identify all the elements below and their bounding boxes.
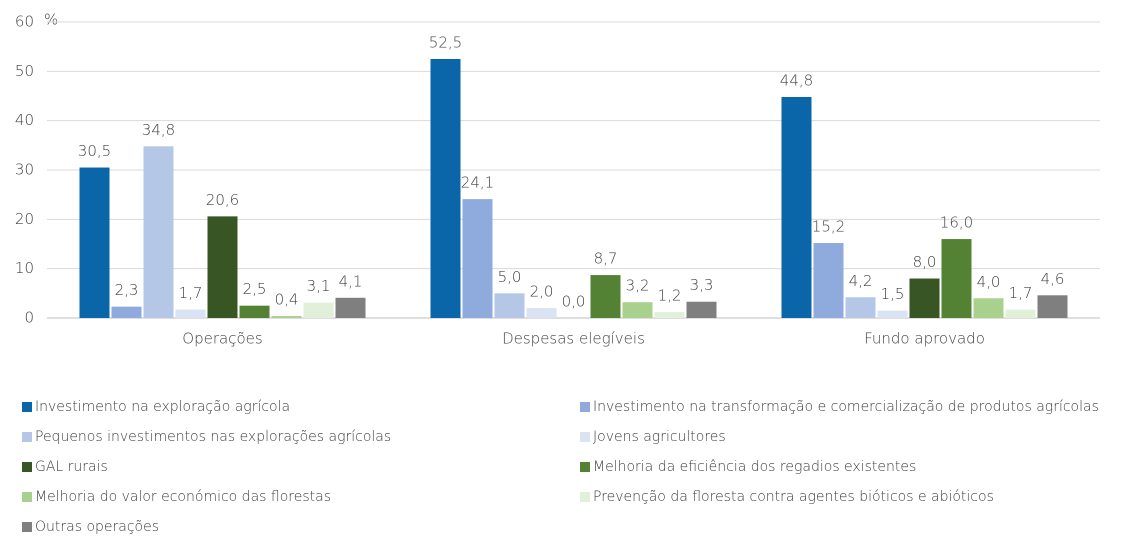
value-label: 2,0 (530, 283, 554, 301)
value-label: 3,3 (690, 276, 714, 294)
bar (941, 239, 972, 318)
legend-label: Outras operações (35, 519, 159, 535)
legend-swatch (580, 492, 590, 502)
bar (909, 278, 940, 318)
value-label: 8,0 (913, 253, 937, 271)
bar (430, 59, 461, 318)
legend-swatch (22, 492, 32, 502)
legend-swatch (580, 402, 590, 412)
bar (622, 302, 653, 318)
bar (781, 96, 812, 318)
value-label: 4,0 (977, 273, 1001, 291)
value-label: 4,1 (339, 272, 363, 290)
bar (654, 312, 685, 318)
value-label: 0,0 (562, 293, 586, 311)
legend-swatch (22, 522, 32, 532)
value-label: 30,5 (78, 142, 111, 160)
x-tick-label: Operações (182, 330, 262, 348)
bar (590, 275, 621, 318)
bar (973, 298, 1004, 318)
y-tick-label: 20 (15, 210, 34, 228)
value-label: 44,8 (780, 71, 813, 89)
value-label: 4,2 (849, 272, 873, 290)
value-label: 1,5 (881, 285, 905, 303)
legend-swatch (580, 432, 590, 442)
y-tick-label: 30 (15, 161, 34, 179)
value-label: 1,2 (658, 287, 682, 305)
bar (526, 308, 557, 318)
bar (845, 297, 876, 318)
bar (877, 310, 908, 318)
value-label: 1,7 (179, 284, 203, 302)
x-tick-label: Fundo aprovado (864, 330, 985, 348)
value-label: 3,2 (626, 277, 650, 295)
bar (143, 146, 174, 318)
value-label: 24,1 (461, 174, 494, 192)
bar (79, 167, 110, 318)
bar (239, 305, 270, 318)
y-tick-label: 40 (15, 111, 34, 129)
legend-label: Investimento na exploração agrícola (35, 399, 290, 415)
y-tick-label: 60 (15, 13, 34, 31)
legend-label: Pequenos investimentos nas explorações a… (35, 429, 391, 445)
value-label: 52,5 (429, 34, 462, 52)
value-label: 0,4 (275, 291, 299, 309)
bar (462, 199, 493, 318)
value-label: 5,0 (498, 268, 522, 286)
y-tick-label: 0 (24, 309, 34, 327)
value-label: 4,6 (1041, 270, 1065, 288)
value-label: 1,7 (1009, 284, 1033, 302)
legend-label: Melhoria do valor económico das floresta… (35, 489, 331, 505)
value-label: 20,6 (206, 191, 239, 209)
legend-label: Melhoria da eficiência dos regadios exis… (593, 459, 916, 475)
bar (494, 293, 525, 318)
y-tick-label: 10 (15, 259, 34, 277)
legend-label: GAL rurais (35, 459, 108, 475)
value-label: 8,7 (594, 250, 618, 268)
legend-label: Prevenção da floresta contra agentes bió… (593, 489, 994, 505)
legend-label: Jovens agricultores (593, 429, 726, 445)
legend-swatch (22, 462, 32, 472)
bar (303, 302, 334, 318)
value-label: 16,0 (940, 214, 973, 232)
value-label: 2,5 (243, 280, 267, 298)
bar (335, 297, 366, 318)
value-label: 34,8 (142, 121, 175, 139)
value-label: 2,3 (115, 281, 139, 299)
legend-swatch (22, 432, 32, 442)
y-unit: % (44, 11, 58, 29)
legend-label: Investimento na transformação e comercia… (593, 399, 1099, 415)
bar (1037, 295, 1068, 318)
bar (175, 309, 206, 318)
legend-swatch (22, 402, 32, 412)
value-label: 15,2 (812, 218, 845, 236)
bar (686, 301, 717, 318)
value-label: 3,1 (307, 277, 331, 295)
bar (271, 316, 302, 318)
legend-swatch (580, 462, 590, 472)
y-tick-label: 50 (15, 62, 34, 80)
bar (207, 216, 238, 318)
bar (111, 306, 142, 318)
bar (1005, 309, 1036, 318)
x-tick-label: Despesas elegíveis (502, 330, 645, 348)
bar (813, 243, 844, 318)
